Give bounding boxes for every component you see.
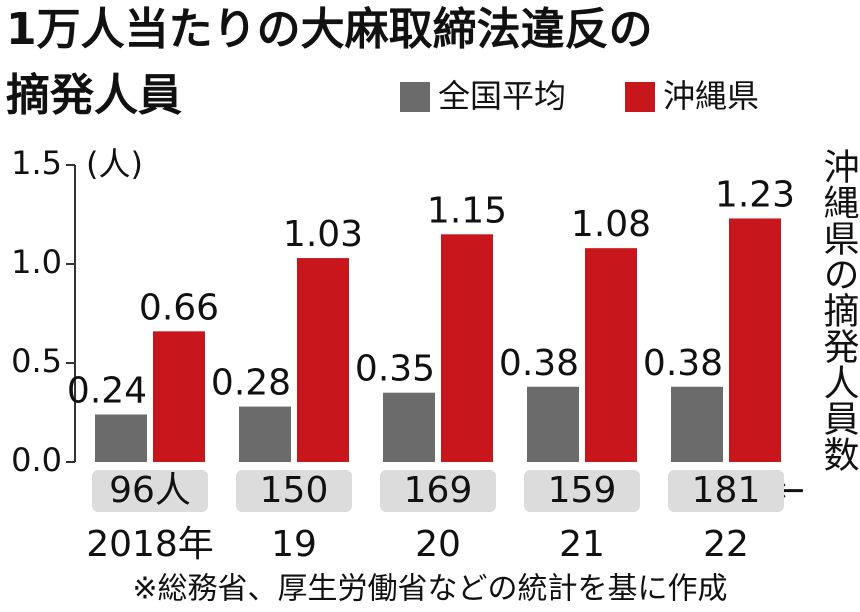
legend-label: 全国平均	[438, 77, 566, 115]
y-unit: (人)	[86, 145, 143, 183]
chart-title: 1万人当たりの大麻取締法違反の	[6, 4, 653, 55]
bar	[239, 406, 291, 462]
count-box	[380, 470, 496, 512]
bar	[153, 331, 205, 462]
x-tick-label: 19	[271, 524, 317, 565]
count-label: 159	[548, 470, 617, 511]
count-label: 169	[404, 470, 473, 511]
x-tick-label: 2018年	[86, 524, 214, 565]
bar	[297, 258, 349, 462]
value-label: 1.23	[715, 174, 795, 215]
bar	[729, 218, 781, 462]
legend-label: 沖縄県	[663, 77, 759, 115]
count-label: 150	[260, 470, 329, 511]
legend-swatch	[400, 82, 430, 112]
bar	[383, 392, 435, 462]
value-label: 0.35	[355, 349, 435, 390]
count-box	[92, 470, 208, 512]
count-box	[524, 470, 640, 512]
y-tick-label: 0.0	[11, 441, 62, 479]
count-title: 沖縄県の摘発人員数	[818, 148, 859, 472]
value-label: 1.15	[427, 190, 507, 231]
x-tick-label: 20	[415, 524, 461, 565]
value-label: 1.03	[283, 214, 363, 255]
value-label: 0.28	[211, 363, 291, 404]
source-note: ※総務省、厚生労働省などの統計を基に作成	[132, 572, 727, 607]
count-box	[668, 470, 784, 512]
count-label: 96人	[109, 470, 191, 511]
x-tick-label: 22	[703, 524, 749, 565]
y-tick-label: 1.0	[11, 243, 62, 281]
count-box	[236, 470, 352, 512]
x-tick-label: 21	[559, 524, 605, 565]
y-tick-label: 0.5	[11, 342, 62, 380]
bar	[527, 386, 579, 462]
value-label: 1.08	[571, 204, 651, 245]
count-label: 181	[692, 470, 761, 511]
value-label: 0.66	[139, 287, 219, 328]
value-label: 0.38	[499, 343, 579, 384]
legend-swatch	[625, 82, 655, 112]
y-tick-label: 1.5	[11, 144, 62, 182]
bar	[671, 386, 723, 462]
bar	[441, 234, 493, 462]
value-label: 0.38	[643, 343, 723, 384]
bar	[585, 248, 637, 462]
chart-title: 摘発人員	[6, 70, 182, 121]
value-label: 0.24	[67, 370, 147, 411]
bar	[95, 414, 147, 462]
